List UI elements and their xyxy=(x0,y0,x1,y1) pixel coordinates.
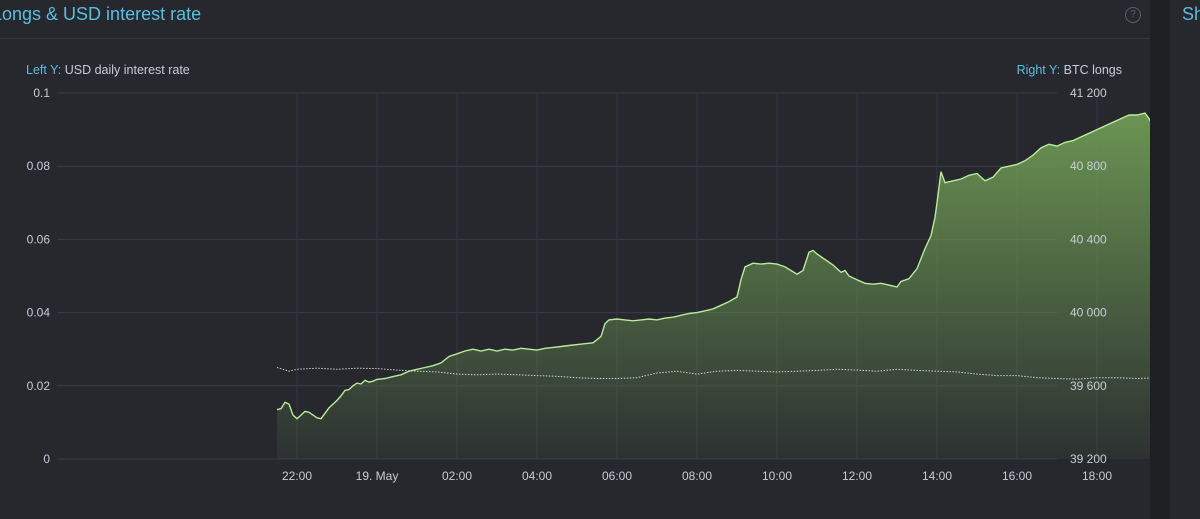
right-tick-label: 40 800 xyxy=(1070,159,1107,173)
right-tick-label: 40 000 xyxy=(1070,306,1107,320)
right-axis-label: BTC longs xyxy=(1063,63,1122,77)
next-panel: Sh xyxy=(1170,0,1200,519)
left-tick-label: 0 xyxy=(43,452,50,466)
right-tick-label: 39 200 xyxy=(1070,452,1107,466)
left-axis-label: USD daily interest rate xyxy=(64,63,190,77)
x-tick-label: 02:00 xyxy=(442,469,472,483)
right-tick-label: 39 600 xyxy=(1070,379,1107,393)
left-tick-label: 0.02 xyxy=(27,379,51,393)
question-circle-icon[interactable]: ? xyxy=(1125,7,1141,23)
right-tick-label: 41 200 xyxy=(1070,86,1107,100)
x-tick-label: 14:00 xyxy=(922,469,952,483)
btc-longs-area xyxy=(277,113,1150,459)
x-tick-label: 04:00 xyxy=(522,469,552,483)
left-tick-label: 0.1 xyxy=(33,86,50,100)
chart-svg: 0.1 0.08 0.06 0.04 0.02 0 41 200 40 800 40 400 40… xyxy=(27,86,1150,483)
x-tick-label: 18:00 xyxy=(1082,469,1112,483)
right-tick-label: 40 400 xyxy=(1070,232,1107,246)
right-axis-prefix: Right Y: xyxy=(1016,63,1061,77)
next-panel-title: Sh xyxy=(1182,4,1200,24)
x-tick-label: 10:00 xyxy=(762,469,792,483)
left-tick-label: 0.08 xyxy=(27,159,51,173)
x-tick-label: 16:00 xyxy=(1002,469,1032,483)
x-tick-label: 12:00 xyxy=(842,469,872,483)
left-tick-label: 0.06 xyxy=(27,232,51,246)
x-tick-label: 22:00 xyxy=(282,469,312,483)
left-axis-caption: Left Y: USD daily interest rate xyxy=(26,63,190,77)
right-axis-caption: Right Y: BTC longs xyxy=(1017,63,1122,77)
usd-rate-line xyxy=(276,367,1150,380)
left-axis-prefix: Left Y: xyxy=(26,63,62,77)
x-tick-label: 06:00 xyxy=(602,469,632,483)
panel-title: Longs & USD interest rate xyxy=(0,4,202,24)
x-tick-label: 19. May xyxy=(356,469,399,483)
btc-longs-line xyxy=(276,112,1150,420)
x-tick-label: 08:00 xyxy=(682,469,712,483)
left-tick-label: 0.04 xyxy=(27,306,51,320)
panel-header: Longs & USD interest rate ? xyxy=(0,0,1150,39)
